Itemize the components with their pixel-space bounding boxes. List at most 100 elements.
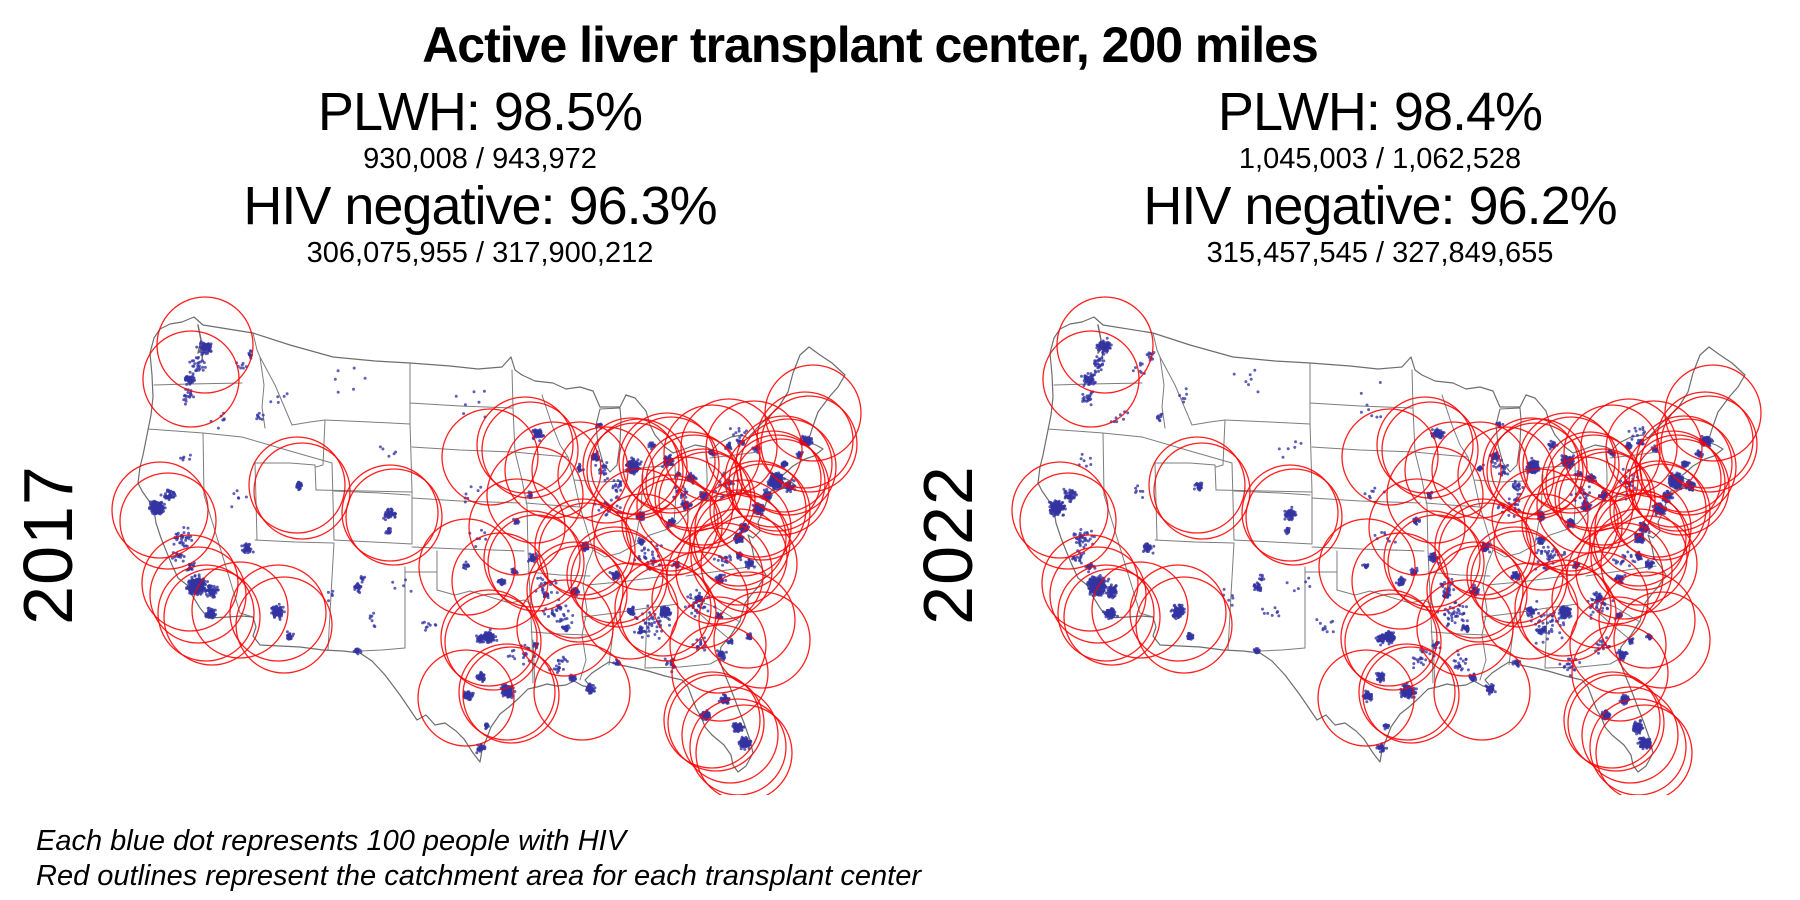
- plwh-dot: [737, 427, 741, 430]
- plwh-dot: [744, 735, 748, 739]
- plwh-dot: [541, 578, 545, 582]
- plwh-dot: [501, 685, 505, 689]
- plwh-dot: [386, 512, 390, 516]
- plwh-dot: [601, 469, 605, 473]
- year-label-2022: 2022: [909, 465, 987, 625]
- plwh-stat-2017: PLWH: 98.5%: [317, 82, 643, 142]
- plwh-dot: [534, 430, 537, 434]
- plwh-dot: [716, 578, 719, 582]
- plwh-dot: [702, 494, 706, 498]
- plwh-dot: [555, 619, 559, 623]
- plwh-dot: [619, 488, 623, 492]
- plwh-dot: [539, 576, 542, 580]
- plwh-dot: [192, 563, 196, 567]
- transplant-center-catchment-circle: [690, 508, 788, 606]
- state-border-line: [411, 497, 521, 504]
- state-border-line: [1427, 571, 1491, 577]
- transplant-center-catchment-circle: [111, 461, 209, 559]
- plwh-dot: [206, 606, 210, 610]
- plwh-dot: [1105, 350, 1109, 354]
- plwh-dot: [506, 690, 509, 694]
- plwh-dot: [745, 429, 748, 433]
- plwh-dot: [638, 627, 642, 631]
- transplant-center-catchment-circle: [163, 568, 261, 666]
- transplant-center-catchment-circle: [468, 478, 566, 576]
- plwh-dot: [197, 364, 201, 368]
- plwh-dot: [699, 638, 703, 642]
- plwh-dot: [612, 577, 616, 581]
- plwh-dot: [196, 577, 200, 581]
- plwh-dot: [206, 342, 210, 346]
- plwh-dot: [577, 468, 581, 472]
- plwh-dot: [642, 539, 646, 543]
- plwh-dot: [734, 534, 738, 538]
- plwh-dot: [216, 588, 220, 592]
- plwh-dot: [203, 346, 207, 350]
- state-border-line: [314, 464, 317, 491]
- plwh-dot: [694, 477, 698, 481]
- plwh-dot: [479, 485, 483, 489]
- plwh-dot: [540, 586, 544, 590]
- plwh-dot: [200, 347, 204, 351]
- plwh-dot: [651, 553, 654, 557]
- plwh-stat-2022: PLWH: 98.4%: [1217, 82, 1543, 142]
- state-border-line: [1233, 539, 1313, 545]
- plwh-dot: [651, 550, 654, 554]
- plwh-dot: [275, 608, 278, 612]
- plwh-dot: [660, 610, 664, 614]
- state-border-line: [1311, 546, 1425, 552]
- plwh-dot: [728, 427, 732, 431]
- plwh-dot: [657, 636, 661, 640]
- plwh-dot: [387, 454, 391, 458]
- plwh-dot: [160, 500, 163, 504]
- plwh-dot: [466, 691, 470, 695]
- transplant-center-catchment-circle: [345, 468, 443, 566]
- plwh-dot: [719, 697, 723, 701]
- plwh-dot: [378, 445, 382, 449]
- plwh-dot: [594, 463, 598, 467]
- plwh-dot: [732, 433, 735, 437]
- state-border-line: [1053, 382, 1143, 386]
- plwh-dot: [483, 531, 487, 535]
- plwh-dot: [486, 724, 490, 728]
- plwh-dot: [749, 739, 752, 743]
- plwh-dot: [540, 588, 544, 592]
- plwh-dot: [199, 342, 202, 345]
- state-border-line: [1214, 464, 1217, 491]
- plwh-dot: [785, 490, 789, 494]
- state-border-line: [252, 332, 261, 358]
- transplant-center-catchment-circle: [671, 624, 769, 722]
- plwh-dot: [277, 602, 281, 606]
- plwh-dot: [476, 489, 480, 493]
- plwh-dot: [701, 606, 705, 610]
- plwh-dot: [578, 462, 581, 466]
- transplant-center-catchment-circle: [586, 422, 684, 520]
- plwh-dot: [732, 725, 736, 729]
- plwh-dot: [393, 586, 397, 590]
- plwh-dot: [155, 502, 159, 506]
- us-map-svg-2022: [1011, 296, 1762, 795]
- plwh-dot: [651, 556, 655, 560]
- plwh-dot: [404, 578, 407, 582]
- plwh-dot: [661, 607, 665, 610]
- plwh-dot: [433, 623, 437, 627]
- hivneg-stat-2022: HIV negative: 96.2%: [1143, 176, 1617, 236]
- plwh-dot: [463, 403, 467, 407]
- plwh-dot: [204, 583, 207, 586]
- plwh-dot: [556, 659, 560, 663]
- plwh-dot: [237, 496, 241, 500]
- plwh-dot: [803, 438, 807, 442]
- plwh-dot: [614, 484, 617, 488]
- plwh-dot: [245, 549, 249, 553]
- plwh-dot: [197, 575, 201, 579]
- plwh-dot: [626, 610, 630, 614]
- plwh-dot: [165, 490, 169, 493]
- plwh-dot: [279, 611, 283, 615]
- plwh-dot: [222, 417, 226, 421]
- plwh-dot: [650, 624, 654, 628]
- plwh-dot: [186, 391, 190, 394]
- plwh-dot: [196, 589, 200, 593]
- plwh-dot: [386, 531, 390, 535]
- plwh-dot: [571, 676, 575, 680]
- plwh-fraction-2022: 1,045,003 / 1,062,528: [1238, 143, 1522, 175]
